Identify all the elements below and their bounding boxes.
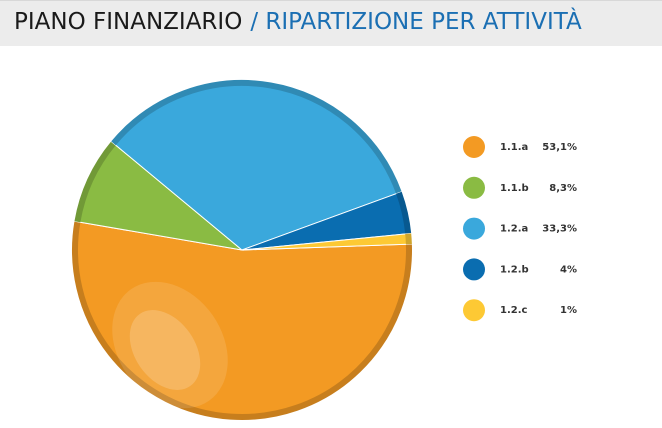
legend-value: 53,1%	[542, 142, 577, 153]
legend-label: 1.2.b	[500, 264, 529, 275]
legend-swatch	[463, 299, 485, 322]
slice-rim	[72, 221, 412, 420]
slice-rim	[111, 80, 402, 194]
legend-value: 1%	[560, 305, 577, 316]
slice-rim	[405, 233, 412, 245]
subtitle: / RIPARTIZIONE PER ATTIVITÀ	[250, 9, 582, 35]
legend-swatch	[463, 258, 485, 281]
legend-value: 4%	[560, 264, 577, 275]
legend-label: 1.2.c	[500, 305, 528, 316]
highlight	[129, 310, 201, 390]
highlight	[112, 281, 228, 409]
header: PIANO FINANZIARIO / RIPARTIZIONE PER ATT…	[0, 0, 662, 46]
slice-rim	[74, 141, 116, 223]
title: PIANO FINANZIARIO	[14, 9, 243, 35]
legend-label: 1.1.a	[500, 142, 528, 153]
legend-value: 33,3%	[542, 224, 577, 235]
legend-label: 1.1.b	[500, 183, 529, 194]
legend-swatch	[463, 176, 485, 199]
legend-swatch	[463, 136, 485, 158]
legend-value: 8,3%	[549, 183, 577, 194]
legend-swatch	[463, 217, 485, 240]
legend-label: 1.2.a	[500, 224, 528, 235]
